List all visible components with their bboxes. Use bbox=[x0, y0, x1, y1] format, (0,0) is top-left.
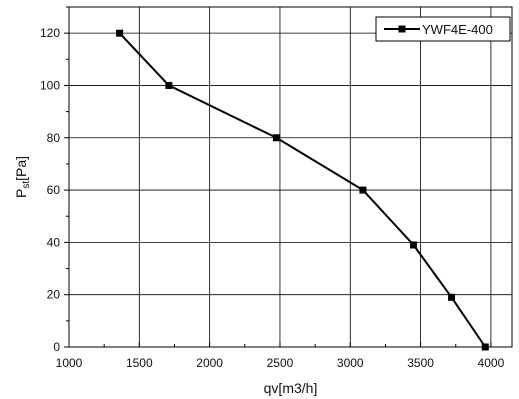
data-point-marker bbox=[448, 293, 456, 301]
x-tick-label: 4000 bbox=[478, 356, 505, 370]
grid bbox=[69, 7, 512, 347]
data-point-marker bbox=[165, 81, 173, 89]
legend: YWF4E-400 bbox=[375, 16, 511, 42]
y-tick-label: 100 bbox=[40, 78, 60, 92]
y-tick-label: 60 bbox=[47, 183, 61, 197]
x-tick-labels: 1000 1500 2000 2500 3000 3500 4000 bbox=[56, 356, 505, 370]
y-axis-title: Pst[Pa] bbox=[13, 156, 32, 198]
x-tick-label: 1500 bbox=[126, 356, 153, 370]
y-tick-label: 40 bbox=[47, 235, 61, 249]
legend-label: YWF4E-400 bbox=[422, 22, 493, 37]
data-point-marker bbox=[481, 343, 489, 351]
y-tick-label: 20 bbox=[47, 288, 61, 302]
y-tick-label: 80 bbox=[47, 131, 61, 145]
data-point-marker bbox=[410, 241, 418, 249]
x-tick-label: 2000 bbox=[196, 356, 223, 370]
x-tick-label: 1000 bbox=[56, 356, 83, 370]
x-tick-label: 2500 bbox=[267, 356, 294, 370]
y-axis-title-unit: [Pa] bbox=[13, 156, 29, 181]
plot-frame bbox=[68, 6, 513, 348]
y-axis-title-main: P bbox=[13, 189, 29, 198]
series bbox=[116, 29, 489, 351]
y-tick-label: 120 bbox=[40, 26, 60, 40]
y-axis-title-subscript: st bbox=[21, 181, 32, 189]
data-point-marker bbox=[116, 29, 124, 37]
data-point-marker bbox=[359, 186, 367, 194]
x-tick-label: 3500 bbox=[407, 356, 434, 370]
x-tick-label: 3000 bbox=[337, 356, 364, 370]
legend-marker-square bbox=[398, 25, 406, 33]
y-tick-labels: 0 20 40 60 80 100 120 bbox=[40, 26, 60, 354]
axis-ticks bbox=[64, 6, 492, 348]
data-point-marker bbox=[272, 134, 280, 142]
y-tick-label: 0 bbox=[53, 340, 60, 354]
x-axis-title: qv[m3/h] bbox=[264, 380, 318, 396]
